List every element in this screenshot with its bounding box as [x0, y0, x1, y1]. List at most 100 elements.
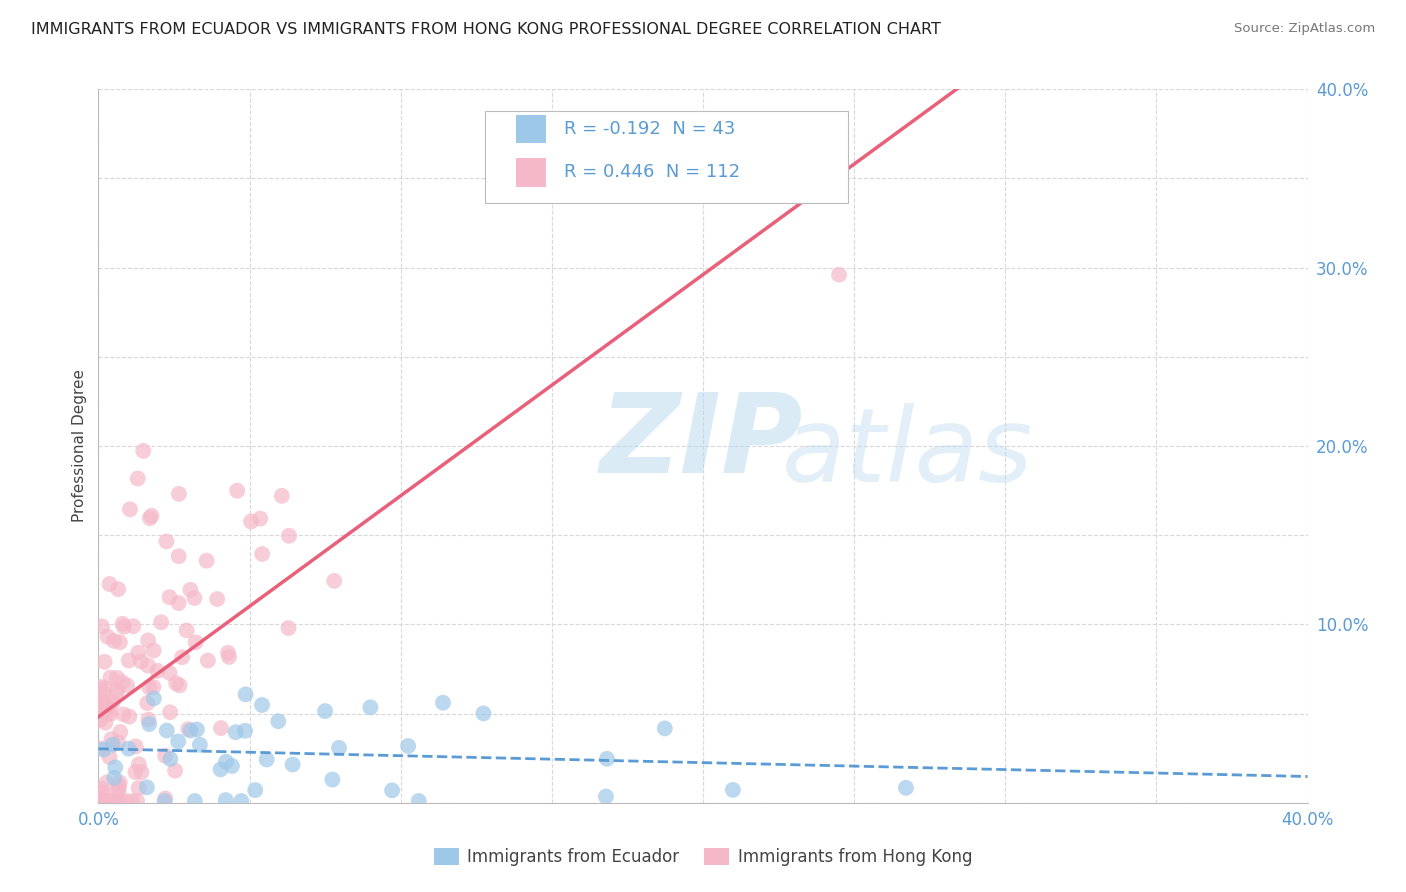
Point — [328, 740, 350, 755]
Point — [159, 665, 181, 680]
Point — [93, 794, 115, 808]
Point — [128, 757, 150, 772]
Point — [98, 750, 121, 764]
Point — [121, 794, 143, 808]
Point — [654, 722, 676, 736]
Point — [128, 780, 150, 795]
Point — [142, 643, 165, 657]
Bar — [516, 114, 546, 143]
Point — [432, 696, 454, 710]
Point — [107, 582, 129, 596]
Point — [101, 738, 124, 752]
Point — [100, 671, 122, 685]
Point — [215, 793, 238, 807]
Text: atlas: atlas — [782, 403, 1033, 503]
Point — [131, 765, 153, 780]
Point — [245, 783, 267, 797]
Point — [103, 771, 125, 785]
Point — [205, 592, 228, 607]
Point — [91, 791, 114, 805]
Point — [197, 653, 219, 667]
Point — [136, 696, 159, 710]
Point — [233, 723, 256, 738]
Point — [396, 739, 419, 753]
Point — [91, 693, 114, 707]
Point — [167, 549, 190, 564]
Point — [103, 633, 125, 648]
Point — [138, 717, 160, 731]
Point — [122, 619, 145, 633]
Point — [93, 742, 115, 756]
Point — [105, 671, 128, 685]
Point — [408, 794, 430, 808]
Point — [110, 725, 132, 739]
Point — [828, 268, 851, 282]
Text: R = 0.446  N = 112: R = 0.446 N = 112 — [564, 163, 740, 181]
Point — [94, 794, 117, 808]
Point — [91, 619, 114, 633]
Point — [105, 683, 128, 698]
Point — [240, 515, 263, 529]
Point — [141, 508, 163, 523]
Legend: Immigrants from Ecuador, Immigrants from Hong Kong: Immigrants from Ecuador, Immigrants from… — [427, 841, 979, 873]
Point — [142, 691, 165, 706]
Point — [155, 791, 177, 805]
Point — [97, 706, 120, 721]
Point — [359, 700, 381, 714]
Point — [215, 755, 238, 769]
Point — [159, 752, 181, 766]
Point — [89, 696, 111, 710]
Point — [176, 624, 198, 638]
FancyBboxPatch shape — [485, 111, 848, 203]
Point — [195, 554, 218, 568]
Point — [93, 655, 115, 669]
Point — [256, 752, 278, 766]
Point — [150, 615, 173, 630]
Point — [186, 723, 208, 737]
Point — [135, 780, 157, 795]
Point — [96, 700, 118, 714]
Point — [153, 794, 176, 808]
Point — [209, 763, 232, 777]
Point — [321, 772, 343, 787]
Point — [105, 784, 128, 798]
Point — [249, 511, 271, 525]
Point — [94, 681, 117, 695]
Point — [89, 794, 111, 808]
Point — [101, 695, 124, 709]
Point — [184, 635, 207, 649]
Point — [111, 616, 134, 631]
Point — [98, 794, 121, 808]
Point — [100, 706, 122, 721]
Point — [138, 713, 160, 727]
Point — [277, 621, 299, 635]
Point — [180, 723, 202, 738]
Point — [91, 786, 114, 800]
Point — [142, 680, 165, 694]
Point — [105, 685, 128, 699]
Point — [91, 685, 114, 699]
Point — [118, 741, 141, 756]
Point — [132, 444, 155, 458]
Point — [100, 732, 122, 747]
Point — [721, 782, 744, 797]
Point — [177, 722, 200, 736]
Point — [156, 723, 179, 738]
Point — [155, 534, 177, 549]
Point — [250, 698, 273, 712]
Point — [188, 738, 211, 752]
Text: ZIP: ZIP — [600, 389, 804, 496]
Point — [267, 714, 290, 729]
Point — [129, 655, 152, 669]
Point — [125, 794, 148, 808]
Point — [96, 775, 118, 789]
Point — [226, 483, 249, 498]
Point — [112, 707, 135, 722]
Text: IMMIGRANTS FROM ECUADOR VS IMMIGRANTS FROM HONG KONG PROFESSIONAL DEGREE CORRELA: IMMIGRANTS FROM ECUADOR VS IMMIGRANTS FR… — [31, 22, 941, 37]
Point — [314, 704, 336, 718]
Point — [165, 676, 187, 690]
Point — [136, 658, 159, 673]
Point — [595, 789, 617, 804]
Point — [381, 783, 404, 797]
Point — [108, 635, 131, 649]
